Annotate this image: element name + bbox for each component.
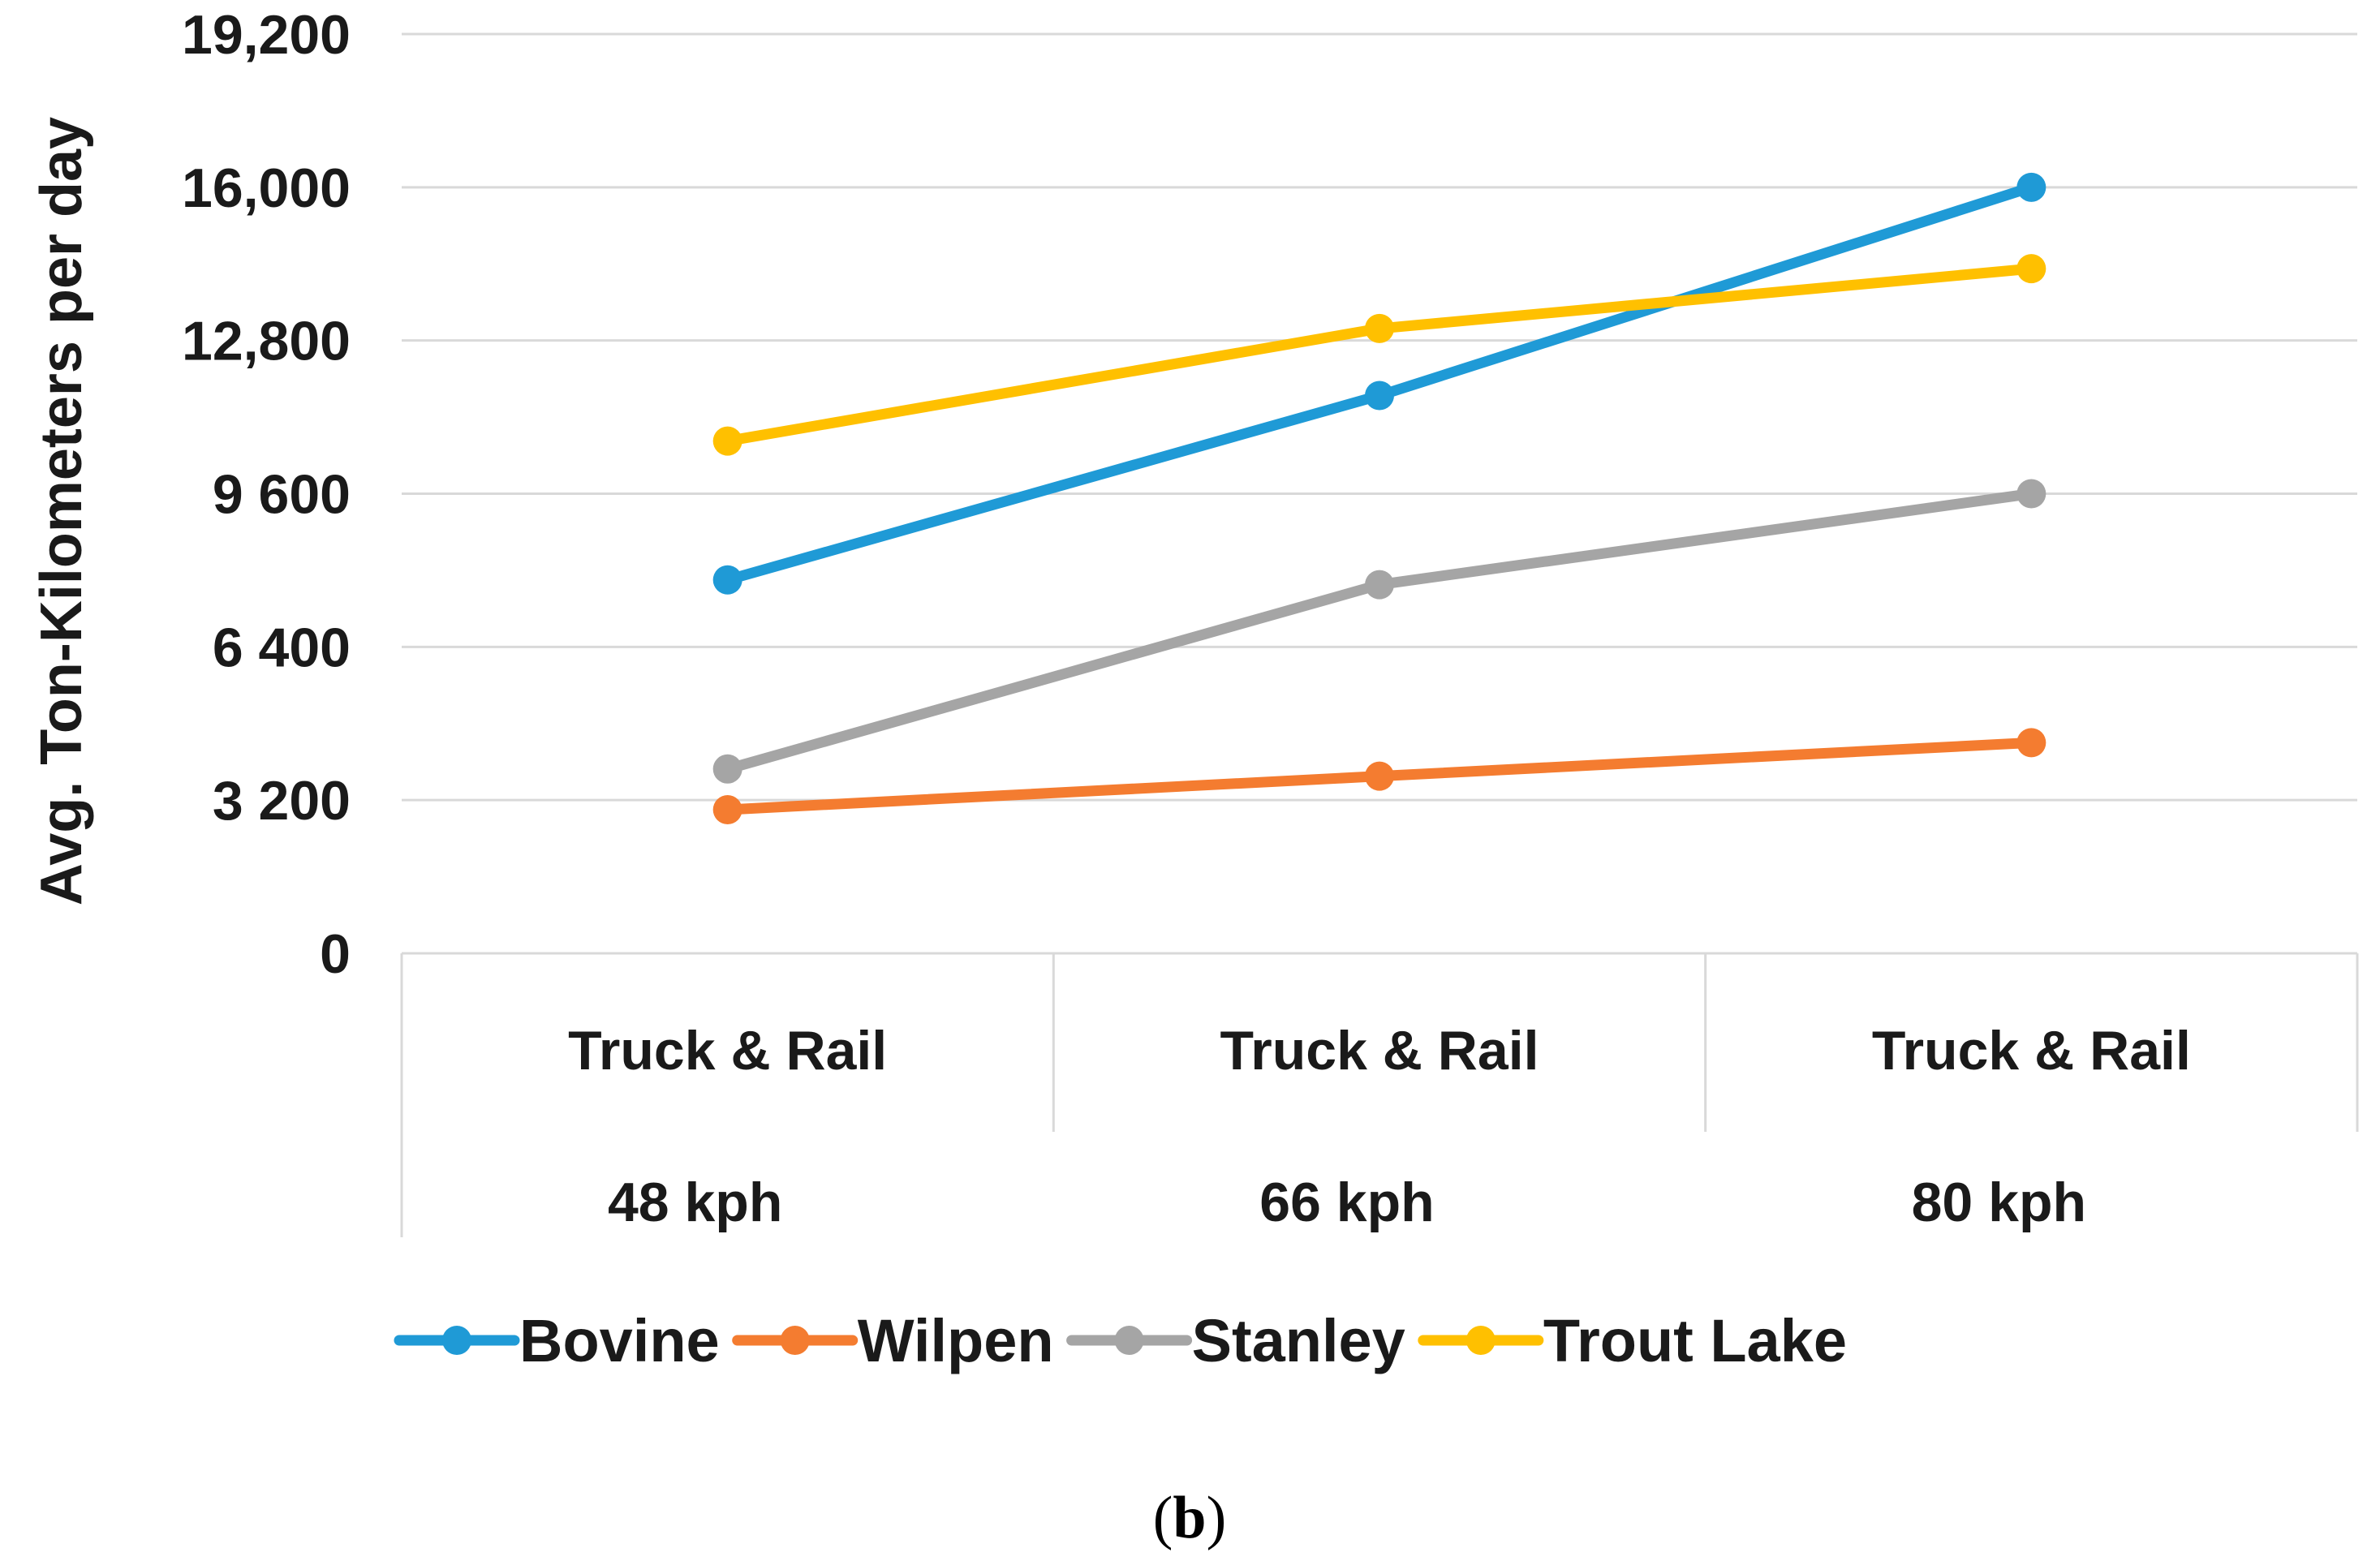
- series-line-stanley: [722, 488, 2037, 775]
- data-point-stanley: [712, 754, 742, 784]
- x-tick-label-secondary: 66 kph: [1259, 1172, 1434, 1233]
- x-tick-label-primary: Truck & Rail: [1872, 1020, 2191, 1082]
- legend-item-stanley: Stanley: [1066, 1307, 1405, 1374]
- y-axis-tick-labels: 0 3 200 6 400 9 600 12,800 16,000 19,200: [182, 4, 351, 985]
- legend-item-trout-lake: Trout Lake: [1418, 1307, 1847, 1374]
- legend-marker-bovine: [442, 1326, 471, 1355]
- figure-caption: (b): [1153, 1485, 1226, 1551]
- data-point-trout-lake: [1365, 313, 1394, 343]
- y-tick-label: 0: [320, 923, 351, 985]
- caption-label: b: [1173, 1485, 1206, 1551]
- series-bovine: [712, 172, 2046, 595]
- data-point-wilpen: [2016, 728, 2046, 758]
- data-point-trout-lake: [712, 426, 742, 456]
- x-tick-label-secondary: 48 kph: [608, 1172, 782, 1233]
- data-point-stanley: [2016, 479, 2046, 509]
- y-tick-label: 3 200: [213, 770, 351, 832]
- y-tick-label: 16,000: [182, 157, 351, 219]
- caption-open-paren: (: [1153, 1485, 1173, 1551]
- y-tick-label: 9 600: [213, 464, 351, 526]
- legend-marker-trout-lake: [1465, 1326, 1496, 1355]
- legend-label-trout-lake: Trout Lake: [1543, 1307, 1847, 1374]
- legend-marker-stanley: [1114, 1326, 1144, 1355]
- x-tick-label-primary: Truck & Rail: [568, 1020, 887, 1082]
- series-trout-lake: [712, 254, 2046, 456]
- caption-close-paren: ): [1207, 1485, 1227, 1551]
- gridlines: [402, 32, 2357, 802]
- series-line-trout-lake: [722, 263, 2037, 447]
- data-point-wilpen: [1365, 761, 1394, 791]
- legend-label-wilpen: Wilpen: [858, 1307, 1054, 1374]
- legend-item-wilpen: Wilpen: [732, 1307, 1054, 1374]
- series-stanley: [712, 479, 2046, 784]
- legend: Bovine Wilpen Stanley Trout Lake: [394, 1307, 1847, 1374]
- x-tick-label-primary: Truck & Rail: [1220, 1020, 1539, 1082]
- y-tick-label: 6 400: [213, 617, 351, 678]
- data-point-trout-lake: [2016, 254, 2046, 284]
- x-axis-tick-labels: Truck & Rail 48 kph Truck & Rail 66 kph Truc…: [568, 1020, 2191, 1233]
- series-wilpen: [712, 728, 2046, 824]
- y-tick-label: 12,800: [182, 311, 351, 372]
- legend-marker-wilpen: [780, 1326, 810, 1355]
- legend-label-bovine: Bovine: [519, 1307, 720, 1374]
- legend-item-bovine: Bovine: [394, 1307, 720, 1374]
- data-point-bovine: [712, 565, 742, 595]
- series-lines: [712, 172, 2046, 824]
- y-axis-title: Avg. Ton-Kilometers per day: [29, 117, 94, 905]
- category-axis-frame: [400, 952, 2359, 1237]
- data-point-bovine: [2016, 172, 2046, 202]
- data-point-stanley: [1365, 570, 1394, 600]
- y-tick-label: 19,200: [182, 4, 351, 66]
- x-tick-label-secondary: 80 kph: [1912, 1172, 2086, 1233]
- data-point-wilpen: [712, 794, 742, 824]
- legend-label-stanley: Stanley: [1192, 1307, 1405, 1374]
- data-point-bovine: [1365, 381, 1394, 411]
